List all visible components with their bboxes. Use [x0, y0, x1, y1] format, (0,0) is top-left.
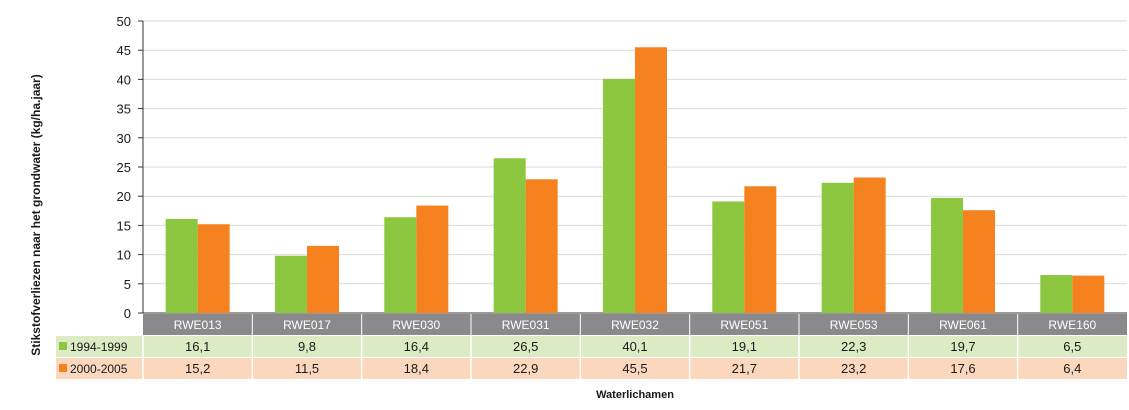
bar-2000-2005-RWE160	[1072, 275, 1105, 313]
data-label: 16,4	[404, 339, 429, 354]
category-label: RWE032	[611, 318, 659, 332]
data-label: 17,6	[950, 361, 975, 376]
data-label: 40,1	[622, 339, 647, 354]
x-axis-label: Waterlichamen	[596, 389, 674, 401]
bar-1994-1999-RWE013	[165, 218, 198, 313]
bar-2000-2005-RWE051	[744, 186, 777, 313]
y-tick-label: 45	[117, 43, 131, 58]
y-tick-label: 35	[117, 102, 131, 117]
y-tick-label: 0	[124, 306, 131, 321]
data-label: 22,3	[841, 339, 866, 354]
table-row-2000-2005	[56, 358, 1127, 379]
bar-1994-1999-RWE053	[821, 182, 854, 313]
bar-2000-2005-RWE030	[416, 205, 449, 313]
bar-1994-1999-RWE032	[603, 78, 635, 313]
bar-1994-1999-RWE031	[493, 158, 526, 313]
data-label: 21,7	[732, 361, 757, 376]
category-label: RWE051	[720, 318, 768, 332]
category-label: RWE013	[174, 318, 222, 332]
y-tick-label: 40	[117, 72, 131, 87]
y-tick-label: 50	[117, 14, 131, 29]
y-tick-label: 30	[117, 131, 131, 146]
data-label: 22,9	[513, 361, 538, 376]
bar-2000-2005-RWE053	[853, 177, 886, 313]
category-label: RWE160	[1048, 318, 1096, 332]
data-label: 19,7	[950, 339, 975, 354]
y-tick-label: 20	[117, 189, 131, 204]
bar-1994-1999-RWE061	[931, 197, 963, 313]
data-table: RWE013 RWE017 RWE030 RWE031 RWE032 RWE051 RWE0…	[56, 314, 1127, 379]
legend-swatch	[59, 364, 67, 372]
bar-1994-1999-RWE160	[1040, 275, 1073, 313]
data-label: 19,1	[732, 339, 757, 354]
legend-label: 2000-2005	[70, 362, 128, 376]
category-label: RWE053	[830, 318, 878, 332]
data-label: 6,4	[1063, 361, 1081, 376]
data-label: 45,5	[622, 361, 647, 376]
data-label: 15,2	[185, 361, 210, 376]
legend-swatch	[59, 342, 67, 350]
data-label: 26,5	[513, 339, 538, 354]
category-label: RWE017	[283, 318, 331, 332]
y-tick-label: 10	[117, 248, 131, 263]
category-label: RWE061	[939, 318, 987, 332]
bar-2000-2005-RWE017	[307, 245, 339, 313]
bar-1994-1999-RWE017	[275, 255, 307, 313]
y-tick-label: 15	[117, 218, 131, 233]
bar-1994-1999-RWE030	[384, 217, 417, 313]
category-label: RWE031	[502, 318, 550, 332]
data-label: 6,5	[1063, 339, 1081, 354]
y-tick-label: 25	[117, 160, 131, 175]
bar-2000-2005-RWE032	[635, 47, 667, 313]
legend-label: 1994-1999	[70, 340, 128, 354]
bar-2000-2005-RWE061	[963, 210, 995, 313]
category-label: RWE030	[392, 318, 440, 332]
data-label: 23,2	[841, 361, 866, 376]
bar-2000-2005-RWE031	[525, 179, 558, 313]
data-label: 9,8	[298, 339, 316, 354]
data-label: 11,5	[295, 361, 319, 376]
bar-2000-2005-RWE013	[197, 224, 230, 313]
y-tick-label: 5	[124, 277, 131, 292]
data-label: 16,1	[185, 339, 210, 354]
table-row-1994-1999	[56, 336, 1127, 357]
bars	[165, 47, 1105, 313]
y-axis-label: Stikstofverliezen naar het grondwater (k…	[29, 74, 43, 355]
table-header-row	[143, 314, 1127, 335]
bar-1994-1999-RWE051	[712, 201, 745, 313]
data-label: 18,4	[404, 361, 429, 376]
